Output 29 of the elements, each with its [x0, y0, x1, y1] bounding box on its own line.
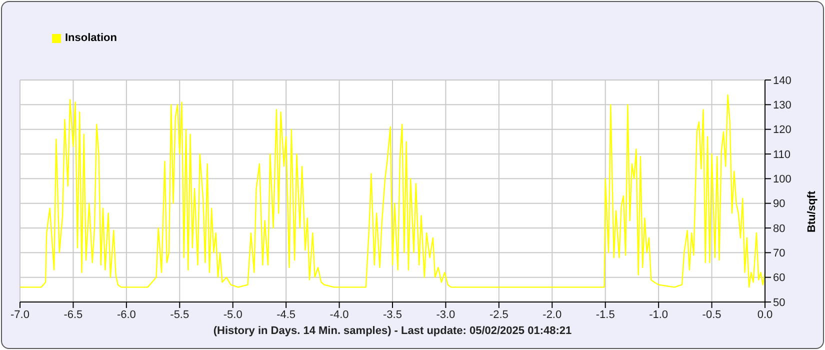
y-axis-title: Btu/sqft: [806, 190, 818, 233]
x-tick-label: -1.0: [649, 308, 668, 321]
x-tick-label: -7.0: [10, 308, 30, 321]
x-tick-label: 0.0: [757, 308, 773, 321]
x-tick-label: -6.5: [64, 308, 83, 321]
x-tick-label: -4.0: [330, 308, 349, 321]
y-tick-label: 50: [773, 296, 786, 309]
x-tick-label: -5.5: [170, 308, 190, 321]
x-tick-label: -3.0: [436, 308, 456, 321]
y-tick-label: 80: [773, 222, 786, 235]
line-series: [20, 94, 765, 288]
y-tick-label: 60: [773, 272, 786, 284]
x-tick-label: -3.5: [383, 308, 402, 321]
x-tick-label: -2.0: [542, 308, 562, 321]
x-axis-title: (History in Days. 14 Min. samples) - Last update: 05/02/2025 01:48:21: [213, 325, 572, 337]
legend-label: Insolation: [65, 32, 117, 44]
x-tick-label: -0.5: [702, 308, 722, 321]
y-tick-label: 110: [773, 148, 791, 161]
y-tick-label: 100: [773, 174, 792, 186]
y-tick-label: 70: [773, 248, 786, 260]
y-tick-label: 90: [773, 198, 786, 210]
x-tick-label: -5.0: [223, 308, 242, 321]
x-tick-label: -4.5: [276, 308, 296, 321]
x-tick-label: -6.0: [116, 308, 136, 321]
y-tick-label: 140: [773, 74, 792, 87]
y-tick-label: 120: [773, 124, 792, 136]
x-tick-label: -2.5: [489, 308, 508, 321]
y-tick-label: 130: [773, 100, 792, 112]
x-tick-label: -1.5: [596, 308, 615, 321]
